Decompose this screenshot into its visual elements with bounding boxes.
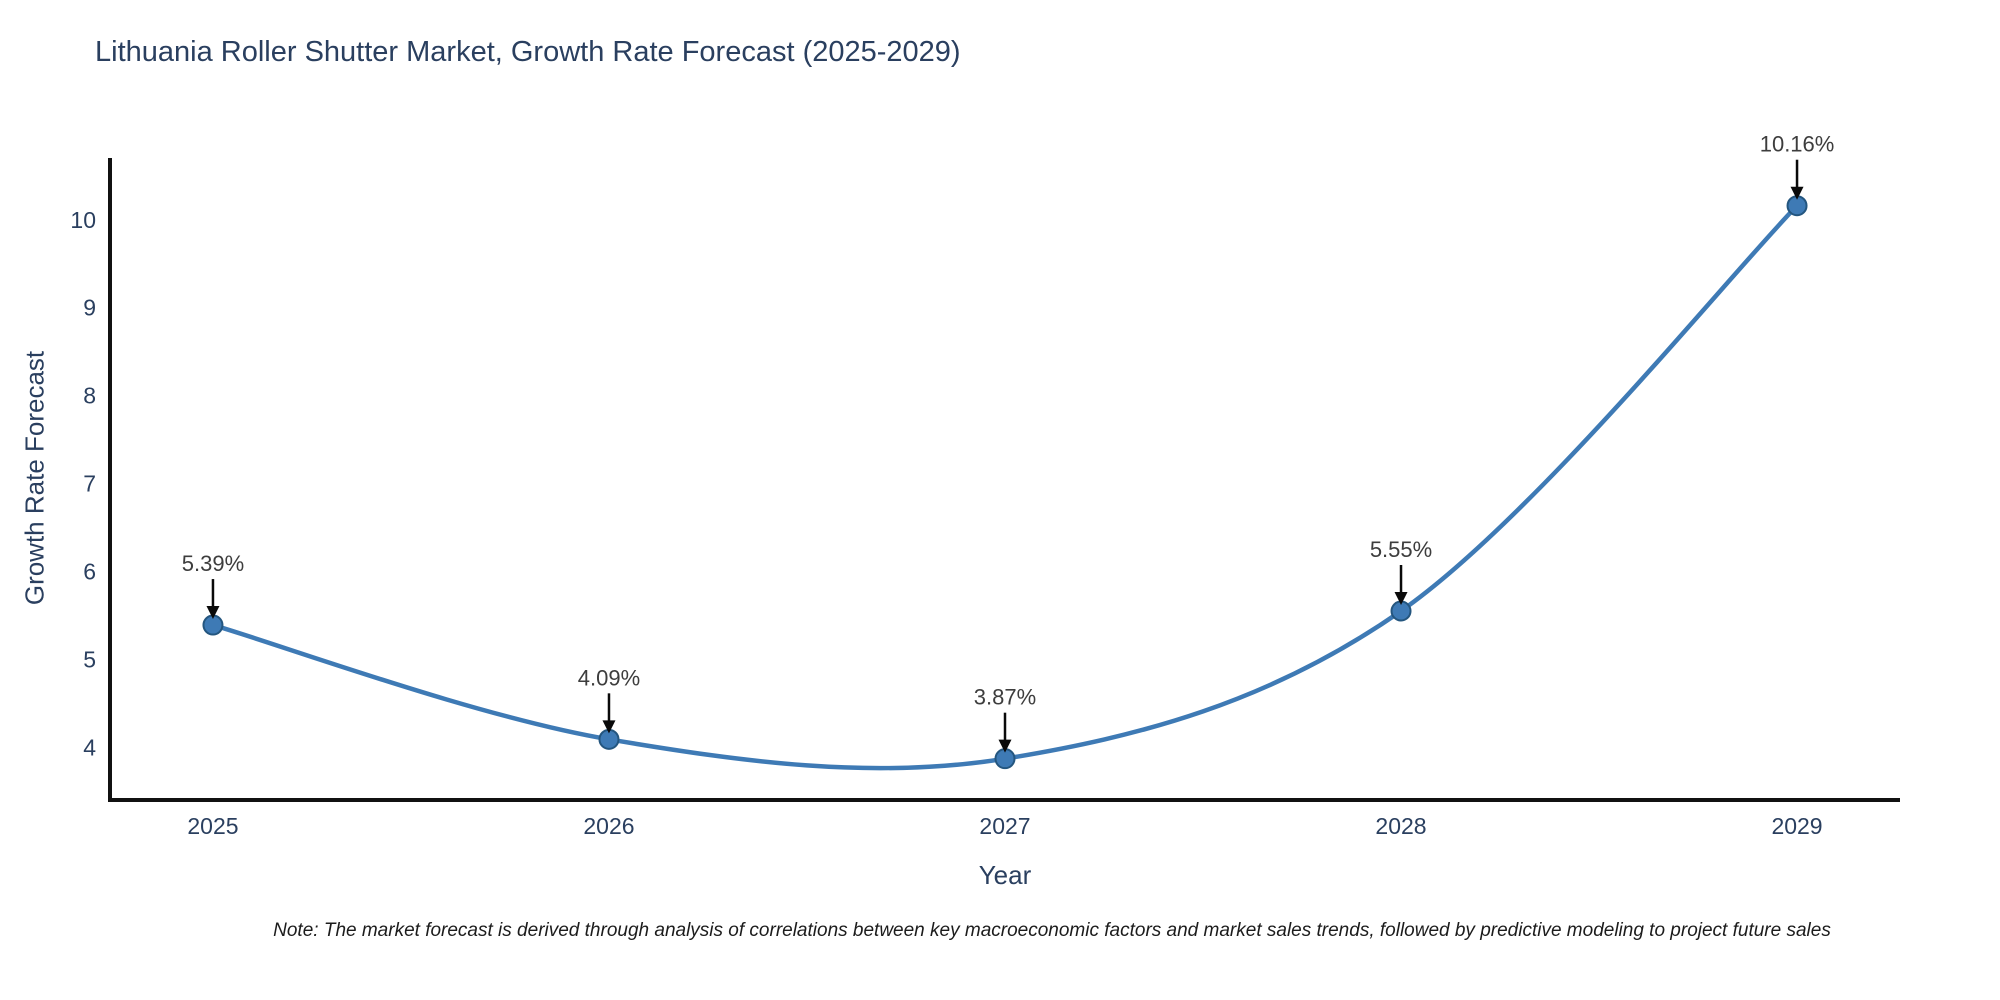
x-tick-label: 2027 — [979, 813, 1030, 839]
annotation-arrowhead-icon — [1790, 186, 1804, 200]
y-tick-label: 7 — [83, 471, 96, 497]
data-point-label: 3.87% — [974, 685, 1036, 710]
y-tick-label: 4 — [83, 734, 96, 760]
x-tick-label: 2029 — [1771, 813, 1822, 839]
x-tick-label: 2025 — [187, 813, 238, 839]
data-point-label: 5.39% — [182, 551, 244, 576]
chart-footnote: Note: The market forecast is derived thr… — [273, 920, 1831, 941]
annotation-arrowhead-icon — [998, 739, 1012, 753]
chart-title: Lithuania Roller Shutter Market, Growth … — [95, 36, 961, 68]
x-tick-label: 2026 — [583, 813, 634, 839]
annotation-arrowhead-icon — [1394, 591, 1408, 605]
y-tick-label: 5 — [83, 646, 96, 672]
data-point-label: 4.09% — [578, 665, 640, 690]
y-tick-label: 6 — [83, 558, 96, 584]
data-point-label: 5.55% — [1370, 537, 1432, 562]
y-tick-label: 9 — [83, 295, 96, 321]
y-tick-label: 8 — [83, 383, 96, 409]
annotation-arrowhead-icon — [206, 606, 220, 620]
x-axis-title: Year — [978, 860, 1032, 890]
annotation-arrowhead-icon — [602, 720, 616, 734]
y-tick-label: 10 — [70, 207, 96, 233]
data-point-label: 10.16% — [1760, 132, 1835, 157]
x-tick-label: 2028 — [1375, 813, 1426, 839]
